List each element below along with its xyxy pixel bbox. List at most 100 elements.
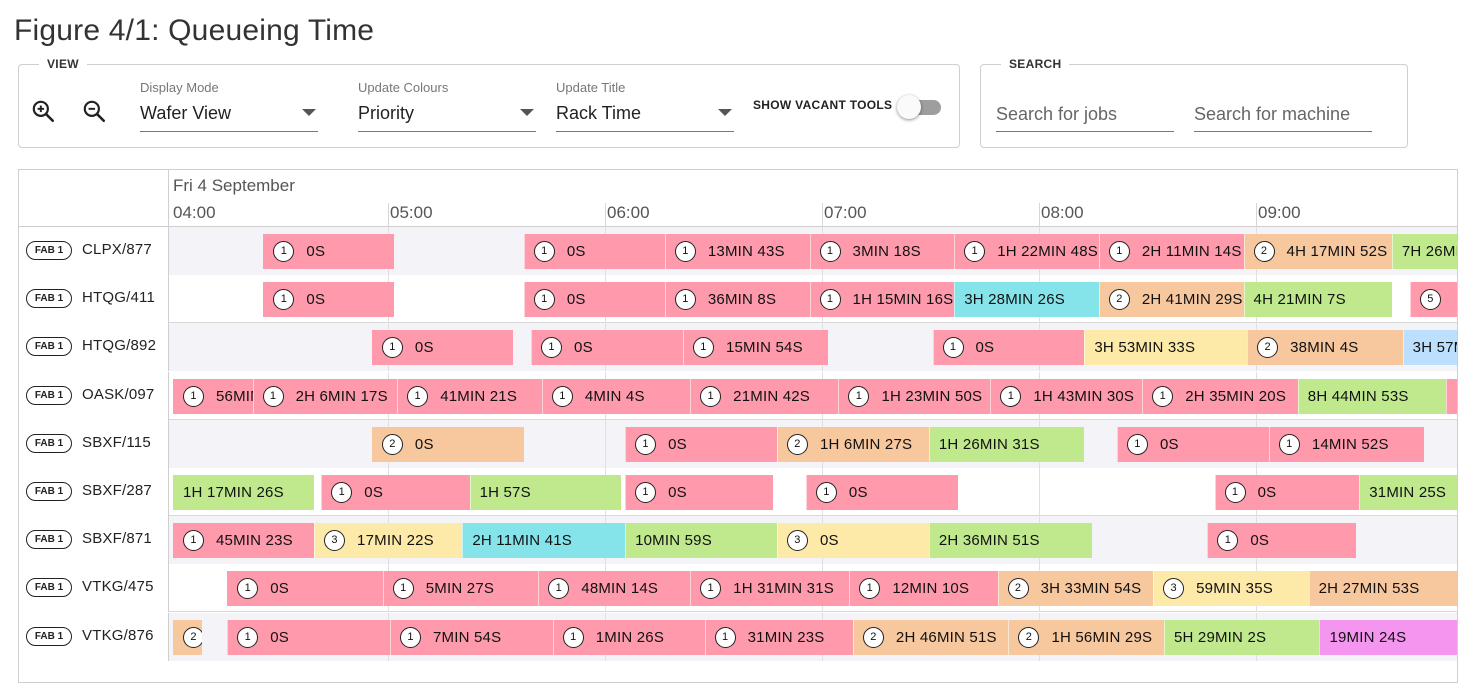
job-bar[interactable]: 2 3H 33MIN 54S — [997, 571, 1154, 607]
job-bar[interactable]: 1 0S — [531, 330, 683, 366]
job-bar[interactable]: 1 21MIN 42S — [690, 378, 839, 414]
job-bar[interactable]: 1 1H 22MIN 48S — [954, 234, 1099, 269]
update-title-select[interactable]: Update Title Rack Time — [556, 80, 734, 132]
job-bar[interactable]: 2H 11MIN 41S — [462, 523, 626, 559]
job-bar[interactable]: 1 0S — [523, 282, 665, 318]
job-bar[interactable]: 1 0S — [625, 426, 777, 462]
job-bar[interactable]: 19MIN 24S — [1319, 619, 1457, 655]
job-bar[interactable]: 1 48MIN 14S — [538, 571, 691, 607]
job-bar[interactable]: 2 2H 46MIN 51S — [852, 619, 1009, 655]
job-time-label: 0S — [270, 580, 289, 598]
job-bar[interactable]: 1 0S — [227, 619, 390, 655]
job-bar[interactable]: 2 1H 56MIN 29S — [1008, 619, 1164, 655]
job-bar[interactable]: 1 56MIN 1S — [173, 378, 253, 414]
job-bar[interactable]: 1 0S — [1214, 475, 1360, 510]
machine-name[interactable]: SBXF/871 — [82, 530, 152, 548]
job-bar[interactable]: 1 0S — [263, 282, 394, 318]
job-bar[interactable]: 1 0S — [932, 330, 1085, 366]
job-bar[interactable]: 1 5MIN 27S — [382, 571, 539, 607]
job-bar[interactable]: 1 7MIN 54S — [390, 619, 553, 655]
job-bar[interactable]: 1 1H 15MIN 16S — [809, 282, 955, 318]
priority-badge: 1 — [1224, 482, 1246, 503]
job-bar[interactable]: 1 0S — [625, 475, 774, 510]
display-mode-select[interactable]: Display Mode Wafer View — [140, 80, 318, 132]
job-bar[interactable]: 2 2H 41MIN 29S — [1098, 282, 1244, 318]
job-bar[interactable]: 1 45MIN 23S — [173, 523, 315, 559]
job-bar[interactable]: 1 14MIN 52S — [1268, 426, 1425, 462]
update-colours-select[interactable]: Update Colours Priority — [358, 80, 536, 132]
job-bar[interactable]: 1 4MIN 4S — [541, 378, 691, 414]
search-machine-input[interactable] — [1194, 98, 1372, 132]
job-bar[interactable]: 2H 27MIN 53S — [1308, 571, 1457, 607]
job-bar[interactable]: 2 38MIN 4S — [1247, 330, 1403, 366]
job-bar[interactable]: 1 2H 35MIN 20S — [1142, 378, 1298, 414]
job-bar[interactable]: 1 12MIN 10S — [849, 571, 998, 607]
machine-name[interactable]: SBXF/287 — [82, 482, 152, 499]
job-bar[interactable]: 1H 17MIN 26S — [173, 475, 315, 510]
job-bar[interactable]: 1 3MIN 18S — [809, 234, 955, 269]
job-bar[interactable]: 1H 26MIN 31S — [928, 426, 1085, 462]
job-bar[interactable]: 2 — [173, 619, 202, 655]
machine-name[interactable]: HTQG/411 — [82, 289, 156, 307]
job-bar[interactable]: 3H 28MIN 26S — [954, 282, 1099, 318]
priority-badge: 1 — [1152, 385, 1174, 407]
job-time-label: 1H 17MIN 26S — [183, 484, 284, 501]
job-bar[interactable]: 1 0S — [227, 571, 383, 607]
job-bar[interactable]: 3 0S — [776, 523, 929, 559]
show-vacant-tools-toggle[interactable] — [897, 94, 945, 120]
job-bar[interactable]: 31MIN 25S — [1359, 475, 1457, 510]
job-bar[interactable]: 8H 44MIN 53S — [1297, 378, 1447, 414]
job-bar[interactable]: 1 2H 6MIN 17S — [252, 378, 398, 414]
search-jobs-input[interactable] — [996, 98, 1174, 132]
priority-badge: 1 — [262, 385, 284, 407]
job-bar[interactable]: 1 31MIN 23S — [704, 619, 853, 655]
job-bar[interactable]: 1 1MIN 26S — [552, 619, 705, 655]
job-bar[interactable]: 1 0S — [1207, 523, 1356, 559]
job-bar[interactable]: 3 59MIN 35S — [1153, 571, 1309, 607]
job-bar[interactable]: 1 0S — [1116, 426, 1269, 462]
job-bar[interactable]: 3H 57MIN — [1402, 330, 1457, 366]
job-time-label: 38MIN 4S — [1290, 339, 1359, 357]
job-bar[interactable]: 1 15MIN 54S — [682, 330, 828, 366]
job-bar[interactable]: 1 36MIN 8S — [664, 282, 810, 318]
machine-name[interactable]: VTKG/475 — [82, 578, 154, 596]
zoom-in-icon[interactable] — [30, 98, 56, 124]
job-bar[interactable]: 1 1H 43MIN 30S — [990, 378, 1143, 414]
fab-badge: FAB 1 — [26, 337, 72, 357]
job-time-label: 0S — [668, 435, 687, 453]
job-bar[interactable]: 4H 21MIN 7S — [1243, 282, 1392, 318]
job-bar[interactable]: 1 0S — [805, 475, 958, 510]
job-time-label: 3H 53MIN 33S — [1094, 339, 1196, 357]
job-bar[interactable]: 1H 57S — [469, 475, 622, 510]
zoom-out-icon[interactable] — [81, 98, 107, 124]
job-bar[interactable]: 3 17MIN 22S — [314, 523, 463, 559]
job-bar[interactable]: 3H 53MIN 33S — [1084, 330, 1248, 366]
job-bar[interactable]: 7H 26MIN — [1391, 234, 1457, 269]
machine-name[interactable]: CLPX/877 — [82, 241, 152, 258]
job-time-label: 48MIN 14S — [581, 580, 659, 598]
job-bar[interactable]: 1 0S — [371, 330, 513, 366]
job-bar[interactable]: 10MIN 59S — [625, 523, 777, 559]
priority-badge: 1 — [237, 578, 259, 600]
job-bar[interactable]: 1 13MIN 43S — [664, 234, 810, 269]
machine-name[interactable]: VTKG/876 — [82, 626, 154, 644]
job-bar[interactable]: 2 0S — [371, 426, 524, 462]
job-bar[interactable]: 1 2H 11MIN 14S — [1098, 234, 1244, 269]
job-bar[interactable]: 2 4H 17MIN 52S — [1243, 234, 1392, 269]
job-bar[interactable]: 2H 36MIN 51S — [928, 523, 1092, 559]
job-bar[interactable]: 1 41MIN 21S — [397, 378, 542, 414]
job-bar[interactable]: 1 1H 31MIN 31S — [690, 571, 850, 607]
job-bar[interactable] — [1446, 378, 1457, 414]
job-bar[interactable]: 1 0S — [321, 475, 470, 510]
job-bar[interactable]: 1 0S — [263, 234, 394, 269]
machine-name[interactable]: SBXF/115 — [82, 433, 151, 451]
job-bar[interactable]: 1 0S — [523, 234, 665, 269]
job-bar[interactable]: 5H 29MIN 2S — [1163, 619, 1320, 655]
priority-badge: 1 — [541, 337, 563, 359]
time-tick-line — [1039, 203, 1040, 227]
job-bar[interactable]: 2 1H 6MIN 27S — [776, 426, 929, 462]
machine-name[interactable]: OASK/097 — [82, 385, 155, 403]
job-bar[interactable]: 1 1H 23MIN 50S — [838, 378, 991, 414]
job-bar[interactable]: 5 — [1409, 282, 1457, 318]
machine-name[interactable]: HTQG/892 — [82, 337, 157, 355]
